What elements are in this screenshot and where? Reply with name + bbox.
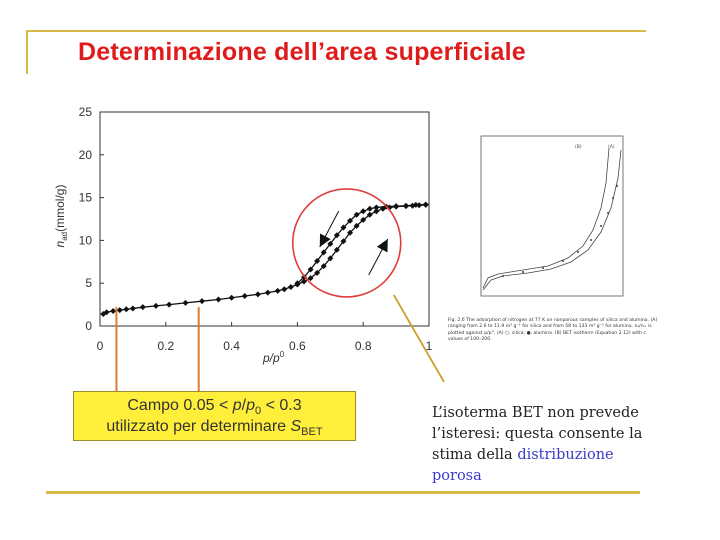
y-tick-label: 25 [79, 105, 93, 119]
note-line3: stima della distribuzione [432, 447, 614, 463]
annotations [115, 188, 445, 391]
range-callout-box: Campo 0.05 < p/p0 < 0.3 utilizzato per d… [73, 391, 356, 441]
thumb-point [502, 275, 504, 277]
data-point [366, 211, 373, 218]
data-point [393, 203, 400, 210]
x-tick-label: 0.8 [355, 339, 372, 353]
thumb-point [612, 197, 614, 199]
data-point [129, 305, 136, 312]
y-tick-label: 5 [85, 276, 92, 290]
plot-frame [99, 111, 430, 327]
thumb-point [522, 271, 524, 273]
top-decor-line [26, 30, 646, 32]
data-point [366, 205, 373, 212]
note-line4: porosa [432, 468, 482, 484]
data-point [110, 308, 117, 315]
data-point [360, 208, 367, 215]
data-point [307, 275, 314, 282]
data-point [123, 306, 130, 313]
data-point [353, 222, 360, 229]
thumb-point [607, 212, 609, 214]
data-point [333, 246, 340, 253]
x-axis-ticks: 0 0.2 0.4 0.6 0.8 1 [97, 322, 433, 353]
data-point [294, 280, 301, 287]
thumb-point [600, 225, 602, 227]
adsorption-arrow-head [376, 238, 388, 253]
data-point [353, 211, 360, 218]
thumb-point [616, 185, 618, 187]
data-point [307, 266, 314, 273]
data-point [373, 208, 380, 215]
data-point [287, 284, 294, 291]
data-point [281, 286, 288, 293]
data-point [314, 269, 321, 276]
thumb-point [577, 251, 579, 253]
reference-figure-thumbnail: (B) (A) [443, 128, 665, 358]
note-line2: l’isteresi: questa consente la [432, 426, 643, 442]
thumb-label-a: (A) [608, 144, 615, 150]
x-tick-label: 1 [426, 339, 433, 353]
data-point [347, 229, 354, 236]
range-callout-line2: utilizzato per determinare SBET [106, 418, 323, 439]
x-tick-label: 0.6 [289, 339, 306, 353]
data-point [340, 238, 347, 245]
data-point [412, 201, 419, 208]
data-point [274, 287, 281, 294]
data-point [327, 240, 334, 247]
data-point [152, 302, 159, 309]
data-point [116, 307, 123, 314]
hysteresis-note: L’isoterma BET non prevede l’isteresi: q… [432, 403, 692, 487]
thumb-point [590, 239, 592, 241]
x-tick-label: 0.2 [157, 339, 174, 353]
data-point [327, 255, 334, 262]
page-title: Determinazione dell’area superficiale [78, 38, 526, 66]
x-tick-label: 0 [97, 339, 104, 353]
y-tick-label: 0 [85, 319, 92, 333]
data-point [139, 304, 146, 311]
data-point [166, 301, 173, 308]
thumb-point [542, 267, 544, 269]
data-point [347, 217, 354, 224]
data-point [340, 224, 347, 231]
data-series [100, 201, 429, 318]
y-tick-label: 10 [79, 233, 93, 247]
data-point [320, 249, 327, 256]
range-callout-line1: Campo 0.05 < p/p0 < 0.3 [127, 397, 302, 418]
desorption-arrow-head [319, 233, 331, 247]
data-point [254, 291, 261, 298]
reference-plot: (B) (A) [480, 135, 624, 297]
data-point [198, 298, 205, 305]
y-axis-ticks: 0 5 10 15 20 25 [79, 105, 104, 333]
hysteresis-circle [291, 188, 402, 298]
data-point [373, 204, 380, 211]
bottom-decor-line [46, 491, 640, 494]
data-point [300, 278, 307, 285]
note-line1: L’isoterma BET non prevede [432, 405, 639, 421]
x-tick-label: 0.4 [223, 339, 240, 353]
data-point [314, 257, 321, 264]
data-point [333, 232, 340, 239]
data-point [228, 294, 235, 301]
pointer-line [392, 294, 445, 383]
x-axis-label: p/p0 [262, 350, 285, 365]
data-point [215, 296, 222, 303]
data-point [103, 309, 110, 316]
data-point [182, 299, 189, 306]
data-point [402, 202, 409, 209]
reference-figure-caption: Fig. 2.6 The adsorption of nitrogen at 7… [448, 318, 658, 342]
thumb-curve-a [482, 149, 622, 291]
thumb-label-b: (B) [575, 144, 582, 150]
y-tick-label: 20 [79, 148, 93, 162]
thumb-curve-b [482, 147, 610, 289]
y-axis-label: nad(mmol/g) [53, 185, 69, 248]
thumb-point [562, 260, 564, 262]
data-point [241, 293, 248, 300]
data-point [360, 216, 367, 223]
y-tick-label: 15 [79, 191, 93, 205]
data-point [264, 289, 271, 296]
left-decor-line [26, 30, 28, 74]
data-point [422, 201, 429, 208]
data-point [320, 263, 327, 270]
